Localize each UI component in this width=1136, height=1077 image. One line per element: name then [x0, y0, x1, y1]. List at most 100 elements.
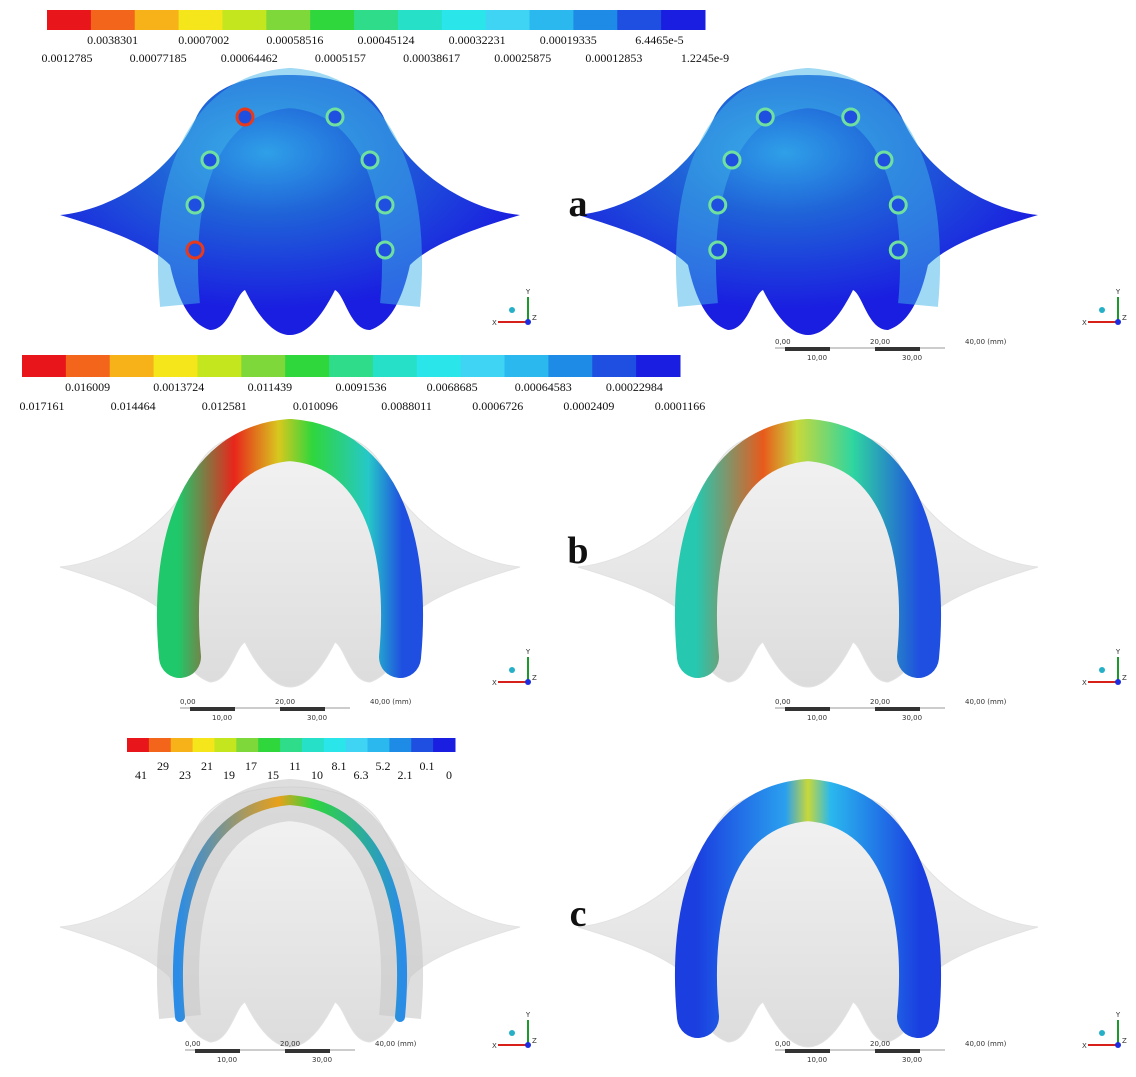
scale-bar [785, 1049, 830, 1053]
scale-bar [195, 1049, 240, 1053]
axis-label: Z [532, 1037, 537, 1045]
figure: 0.00127850.00383010.000771850.00070020.0… [0, 0, 1136, 1077]
legend-label: 0.014464 [111, 399, 156, 413]
jaw-surface [60, 787, 520, 1047]
legend-swatch [486, 10, 530, 30]
legend-swatch [179, 10, 223, 30]
axis-label: Z [532, 314, 537, 322]
scale-label: 20,00 [870, 698, 890, 706]
implant [876, 152, 892, 168]
legend-swatch [411, 738, 433, 752]
axis-label: Y [525, 288, 531, 296]
legend-label: 0.00077185 [130, 51, 187, 65]
legend-swatch [310, 10, 354, 30]
scale-label: 30,00 [307, 714, 327, 722]
implant [187, 242, 203, 258]
legend-label: 6.3 [354, 768, 369, 782]
axis-label: Y [1115, 648, 1121, 656]
legend-label: 0.00032231 [449, 33, 506, 47]
implant [890, 242, 906, 258]
legend-swatch [66, 355, 110, 377]
scale-label: 0,00 [775, 698, 791, 706]
scale-label: 40,00 (mm) [375, 1040, 417, 1048]
legend-label: 0 [446, 768, 452, 782]
implant [377, 197, 393, 213]
axis-label: Z [532, 674, 537, 682]
legend-label: 0.010096 [293, 399, 338, 413]
legend-label: 0.0002409 [563, 399, 614, 413]
scale-bar [875, 707, 920, 711]
model [578, 75, 1038, 335]
axis-z [525, 679, 531, 685]
legend-label: 0.00058516 [266, 33, 323, 47]
scale-label: 20,00 [870, 338, 890, 346]
legend-label: 23 [179, 768, 191, 782]
model [60, 75, 520, 335]
axis-label: X [1082, 679, 1087, 687]
legend-swatch [266, 10, 310, 30]
implant [237, 109, 253, 125]
legend-label: 21 [201, 759, 213, 773]
legend-swatch [154, 355, 198, 377]
legend-swatch [91, 10, 135, 30]
axis-label: X [492, 679, 497, 687]
legend-label: 11 [289, 759, 301, 773]
legend-label: 0.0088011 [381, 399, 432, 413]
scale-label: 20,00 [275, 698, 295, 706]
axis-label: Y [525, 1011, 531, 1019]
legend-label: 10 [311, 768, 323, 782]
axis-label: X [1082, 319, 1087, 327]
jaw-surface [578, 787, 1038, 1047]
legend-swatch [573, 10, 617, 30]
legend-swatch [197, 355, 241, 377]
scale-label: 30,00 [312, 1056, 332, 1064]
scale-label: 20,00 [280, 1040, 300, 1048]
legend-label: 17 [245, 759, 257, 773]
scale-label: 0,00 [775, 1040, 791, 1048]
scale-label: 40,00 (mm) [965, 338, 1007, 346]
implant [710, 197, 726, 213]
axis-z [1115, 679, 1121, 685]
implant [890, 197, 906, 213]
legend-label: 19 [223, 768, 235, 782]
scale-label: 40,00 (mm) [965, 698, 1007, 706]
triad-ball [509, 667, 515, 673]
scale-bar [280, 707, 325, 711]
legend-label: 0.0091536 [336, 380, 387, 394]
scale-label: 30,00 [902, 1056, 922, 1064]
legend-swatch [280, 738, 302, 752]
implant [377, 242, 393, 258]
axis-label: Z [1122, 1037, 1127, 1045]
implant [724, 152, 740, 168]
scale-label: 40,00 (mm) [370, 698, 412, 706]
model [60, 787, 520, 1047]
legend-swatch [47, 10, 91, 30]
triad-ball [509, 1030, 515, 1036]
model [578, 787, 1038, 1047]
axis-label: Z [1122, 314, 1127, 322]
scale-label: 20,00 [870, 1040, 890, 1048]
axis-z [525, 319, 531, 325]
legend-swatch [193, 738, 215, 752]
legend-swatch [222, 10, 266, 30]
axis-label: Z [1122, 674, 1127, 682]
scale-label: 10,00 [217, 1056, 237, 1064]
legend-label: 0.1 [420, 759, 435, 773]
jaw-surface [578, 75, 1038, 335]
scale-bar [190, 707, 235, 711]
legend-label: 0.00045124 [358, 33, 415, 47]
scale-label: 10,00 [807, 1056, 827, 1064]
panel-letter: b [567, 530, 588, 572]
legend-swatch [354, 10, 398, 30]
legend-swatch [417, 355, 461, 377]
axis-label: X [492, 319, 497, 327]
scale-label: 30,00 [902, 714, 922, 722]
legend-swatch [433, 738, 455, 752]
legend-swatch [548, 355, 592, 377]
axis-label: Y [1115, 1011, 1121, 1019]
legend-label: 6.4465e-5 [635, 33, 683, 47]
panel-letter: c [570, 893, 587, 935]
scale-label: 10,00 [212, 714, 232, 722]
legend-label: 5.2 [376, 759, 391, 773]
legend-label: 0.00038617 [403, 51, 460, 65]
